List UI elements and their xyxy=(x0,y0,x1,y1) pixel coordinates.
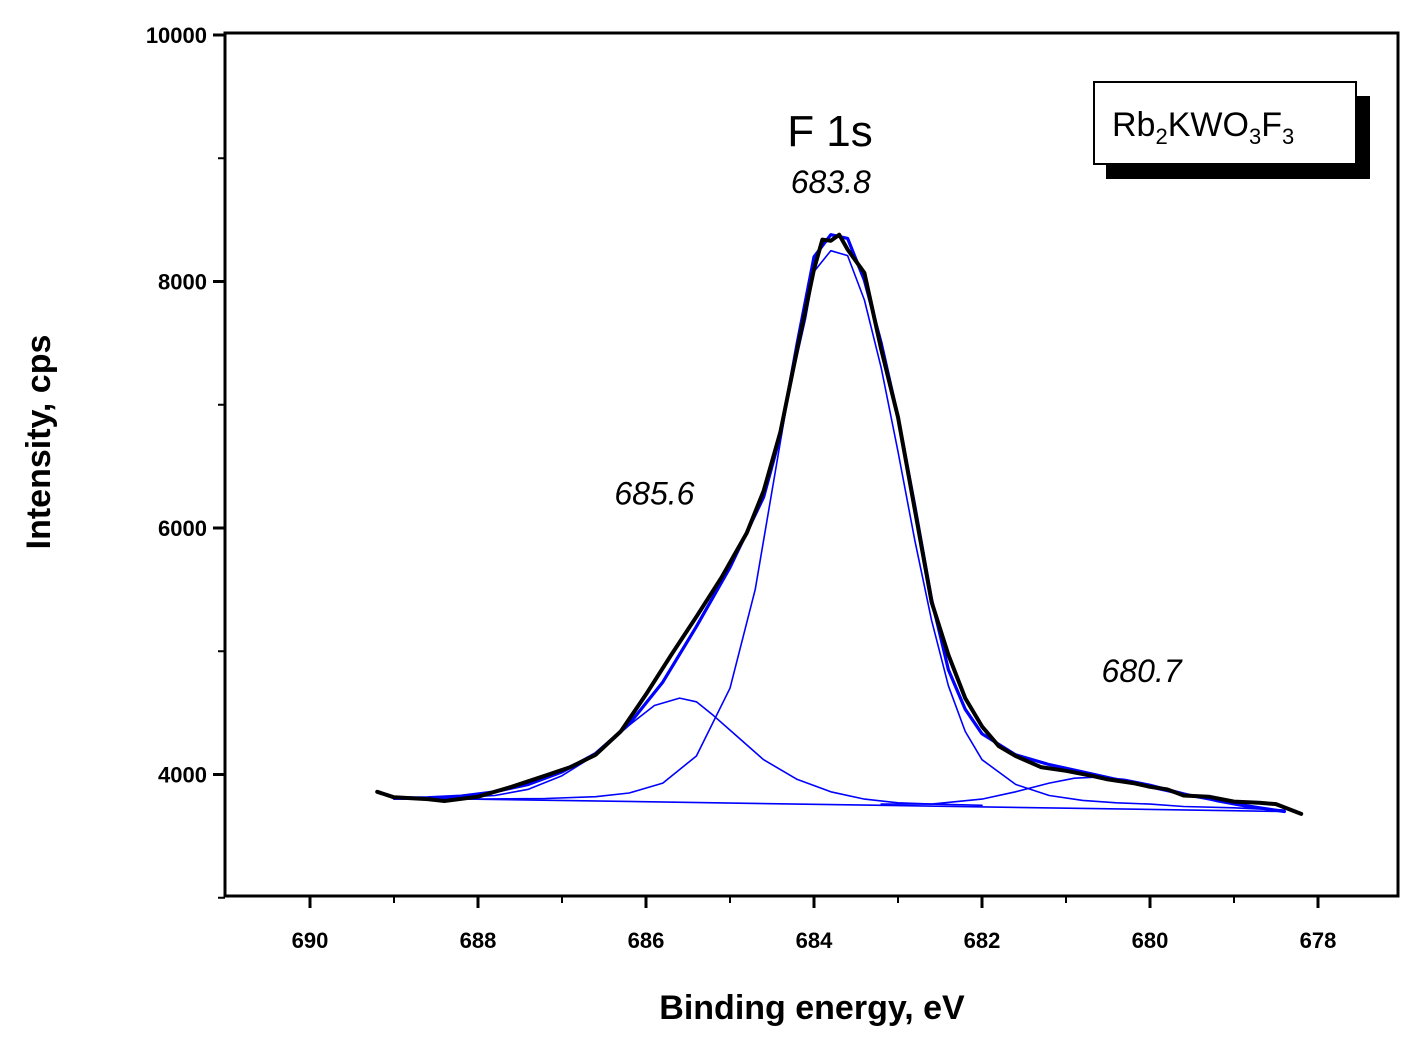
component-line-680-7 xyxy=(880,776,1286,812)
legend-sub-2a: 2 xyxy=(1155,124,1167,149)
peak-label-683-8: 683.8 xyxy=(791,164,871,200)
y-tick-label-8000: 8000 xyxy=(158,270,207,295)
x-tick-label-688: 688 xyxy=(460,928,497,953)
y-axis-title: Intensity, cps xyxy=(20,335,58,550)
experimental-spectrum-line xyxy=(375,232,1304,816)
legend-box: Rb2KWO3F3 xyxy=(1093,81,1370,179)
legend-label: Rb2KWO3F3 xyxy=(1112,106,1294,149)
fit-envelope-line xyxy=(392,233,1287,814)
x-axis-title: Binding energy, eV xyxy=(659,989,965,1027)
chart-title: F 1s xyxy=(787,107,873,156)
peak-label-680-7: 680.7 xyxy=(1102,653,1183,689)
legend-f: F xyxy=(1261,106,1282,144)
component-line-683-8 xyxy=(393,249,1286,812)
peak-annotations: 683.8 685.6 680.7 xyxy=(614,164,1182,689)
y-tick-label-10000: 10000 xyxy=(146,23,207,48)
axis-ticks: 690 688 686 684 682 680 678 4000 6000 8000 10000 xyxy=(146,23,1337,953)
x-tick-label-682: 682 xyxy=(964,928,1001,953)
legend-sub-3b: 3 xyxy=(1282,124,1294,149)
legend-rb: Rb xyxy=(1112,106,1155,144)
legend-frame xyxy=(1093,81,1357,165)
peak-label-685-6: 685.6 xyxy=(614,476,694,512)
y-tick-label-6000: 6000 xyxy=(158,516,207,541)
legend-kwo: KWO xyxy=(1168,106,1249,144)
legend-sub-3a: 3 xyxy=(1249,124,1261,149)
x-tick-label-690: 690 xyxy=(292,928,329,953)
series-layer xyxy=(375,232,1304,816)
component-line-685-6 xyxy=(393,697,983,807)
background-line xyxy=(393,797,1286,813)
x-tick-label-684: 684 xyxy=(796,928,833,953)
x-tick-label-686: 686 xyxy=(628,928,665,953)
plot-frame xyxy=(223,31,1400,898)
y-tick-label-4000: 4000 xyxy=(158,763,207,788)
x-tick-label-680: 680 xyxy=(1132,928,1169,953)
x-tick-label-678: 678 xyxy=(1300,928,1337,953)
